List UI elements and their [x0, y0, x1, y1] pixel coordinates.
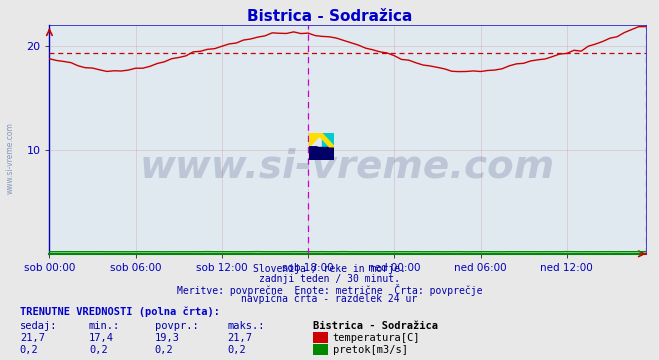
- Text: 0,2: 0,2: [227, 345, 246, 355]
- Text: Meritve: povprečne  Enote: metrične  Črta: povprečje: Meritve: povprečne Enote: metrične Črta:…: [177, 284, 482, 296]
- Text: 17,4: 17,4: [89, 333, 114, 343]
- Text: sedaj:: sedaj:: [20, 321, 57, 331]
- Text: TRENUTNE VREDNOSTI (polna črta):: TRENUTNE VREDNOSTI (polna črta):: [20, 307, 219, 317]
- Text: povpr.:: povpr.:: [155, 321, 198, 331]
- Text: zadnji teden / 30 minut.: zadnji teden / 30 minut.: [259, 274, 400, 284]
- Text: Bistrica - Sodražica: Bistrica - Sodražica: [247, 9, 412, 24]
- Polygon shape: [310, 147, 335, 160]
- Text: Slovenija / reke in morje.: Slovenija / reke in morje.: [253, 264, 406, 274]
- Polygon shape: [310, 133, 322, 147]
- Text: 21,7: 21,7: [227, 333, 252, 343]
- Polygon shape: [317, 133, 335, 147]
- Text: www.si-vreme.com: www.si-vreme.com: [140, 148, 556, 186]
- Text: temperatura[C]: temperatura[C]: [333, 333, 420, 343]
- Text: 0,2: 0,2: [155, 345, 173, 355]
- Text: Bistrica - Sodražica: Bistrica - Sodražica: [313, 321, 438, 331]
- Text: www.si-vreme.com: www.si-vreme.com: [5, 122, 14, 194]
- Text: 0,2: 0,2: [20, 345, 38, 355]
- Text: 0,2: 0,2: [89, 345, 107, 355]
- Polygon shape: [322, 133, 335, 147]
- Text: 19,3: 19,3: [155, 333, 180, 343]
- Text: navpična črta - razdelek 24 ur: navpična črta - razdelek 24 ur: [241, 294, 418, 304]
- Text: 21,7: 21,7: [20, 333, 45, 343]
- Text: min.:: min.:: [89, 321, 120, 331]
- Text: pretok[m3/s]: pretok[m3/s]: [333, 345, 408, 355]
- Polygon shape: [317, 147, 335, 160]
- Text: maks.:: maks.:: [227, 321, 265, 331]
